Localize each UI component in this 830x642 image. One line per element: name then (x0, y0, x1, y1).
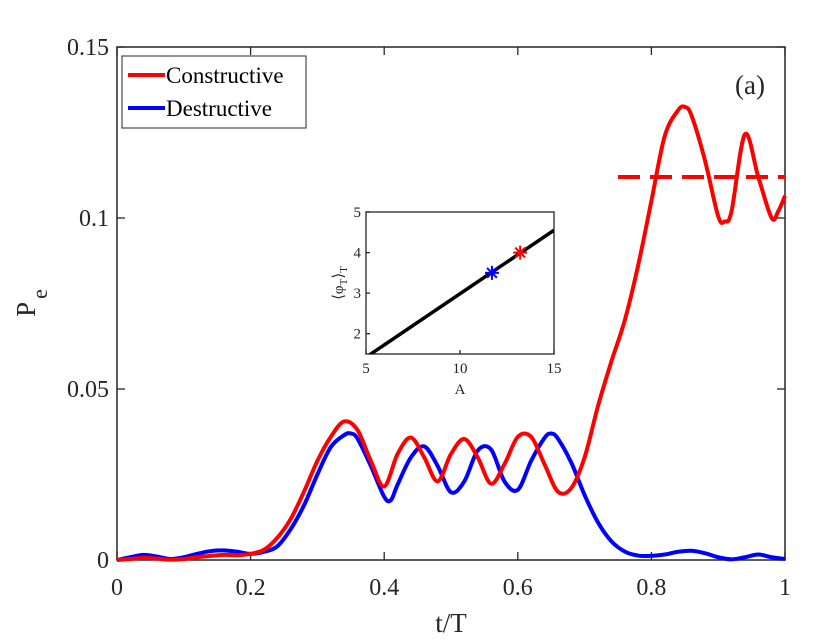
main-plot: 0 0.05 0.1 0.15 0 0.2 0.4 0.6 0.8 1 t/T Pe (a) C… (11, 35, 791, 638)
panel-label: (a) (735, 70, 765, 100)
y-tick-label: 0.1 (79, 206, 109, 232)
svg-text:⟨φT⟩T: ⟨φT⟩T (331, 266, 350, 300)
inset-series-group (367, 228, 554, 354)
inset-x-ticks: 5 10 15 (362, 350, 562, 377)
inset-x-tick-label: 10 (453, 361, 468, 377)
inset-x-tick-label: 15 (547, 361, 562, 377)
x-axis-label: t/T (435, 608, 467, 638)
inset-marker-destructive (484, 265, 499, 280)
inset-y-tick-label: 5 (354, 205, 362, 221)
series-line-constructive (116, 104, 787, 562)
main-axes-box (116, 46, 786, 561)
inset-y-tick-label: 4 (354, 246, 362, 262)
x-tick-label: 0 (111, 575, 123, 601)
x-tick-label: 0.6 (503, 575, 533, 601)
x-tick-label: 0.4 (369, 575, 399, 601)
y-tick-label: 0.15 (67, 35, 109, 61)
inset-marker-constructive (513, 245, 528, 260)
inset-axes-box (365, 211, 555, 355)
main-y-ticks: 0 0.05 0.1 0.15 (67, 35, 785, 574)
y-axis-label-group: Pe (11, 289, 52, 317)
x-tick-label: 0.8 (636, 575, 666, 601)
y-tick-label: 0.05 (67, 377, 109, 403)
y-tick-label: 0 (97, 548, 109, 574)
inset-y-axis-label-tail: ⟩ (331, 273, 347, 279)
inset-y-tick-label: 2 (354, 327, 362, 343)
legend-box (121, 55, 307, 129)
legend-label-constructive: Constructive (166, 63, 284, 88)
inset-y-axis-label-sub: T (338, 278, 350, 285)
legend-label-destructive: Destructive (166, 96, 272, 121)
inset-y-tick-label: 3 (354, 286, 362, 302)
y-axis-label-subscript: e (27, 289, 52, 299)
legend: Constructive Destructive (121, 55, 307, 129)
inset-y-axis-label: ⟨φ (331, 285, 347, 300)
series-line-destructive (116, 431, 786, 562)
inset-x-axis-label: A (455, 382, 466, 398)
svg-text:Pe: Pe (11, 289, 52, 317)
inset-x-tick-label: 5 (362, 361, 370, 377)
x-tick-label: 0.2 (236, 575, 266, 601)
main-x-ticks: 0 0.2 0.4 0.6 0.8 1 (111, 47, 791, 601)
x-tick-label: 1 (779, 575, 791, 601)
inset-y-axis-label-tail-sub: T (338, 266, 350, 273)
inset-y-axis-label-group: ⟨φT⟩T (331, 266, 350, 300)
main-series-group (116, 104, 787, 562)
inset-y-ticks: 2 3 4 5 (354, 205, 370, 343)
y-axis-label: P (11, 302, 41, 317)
